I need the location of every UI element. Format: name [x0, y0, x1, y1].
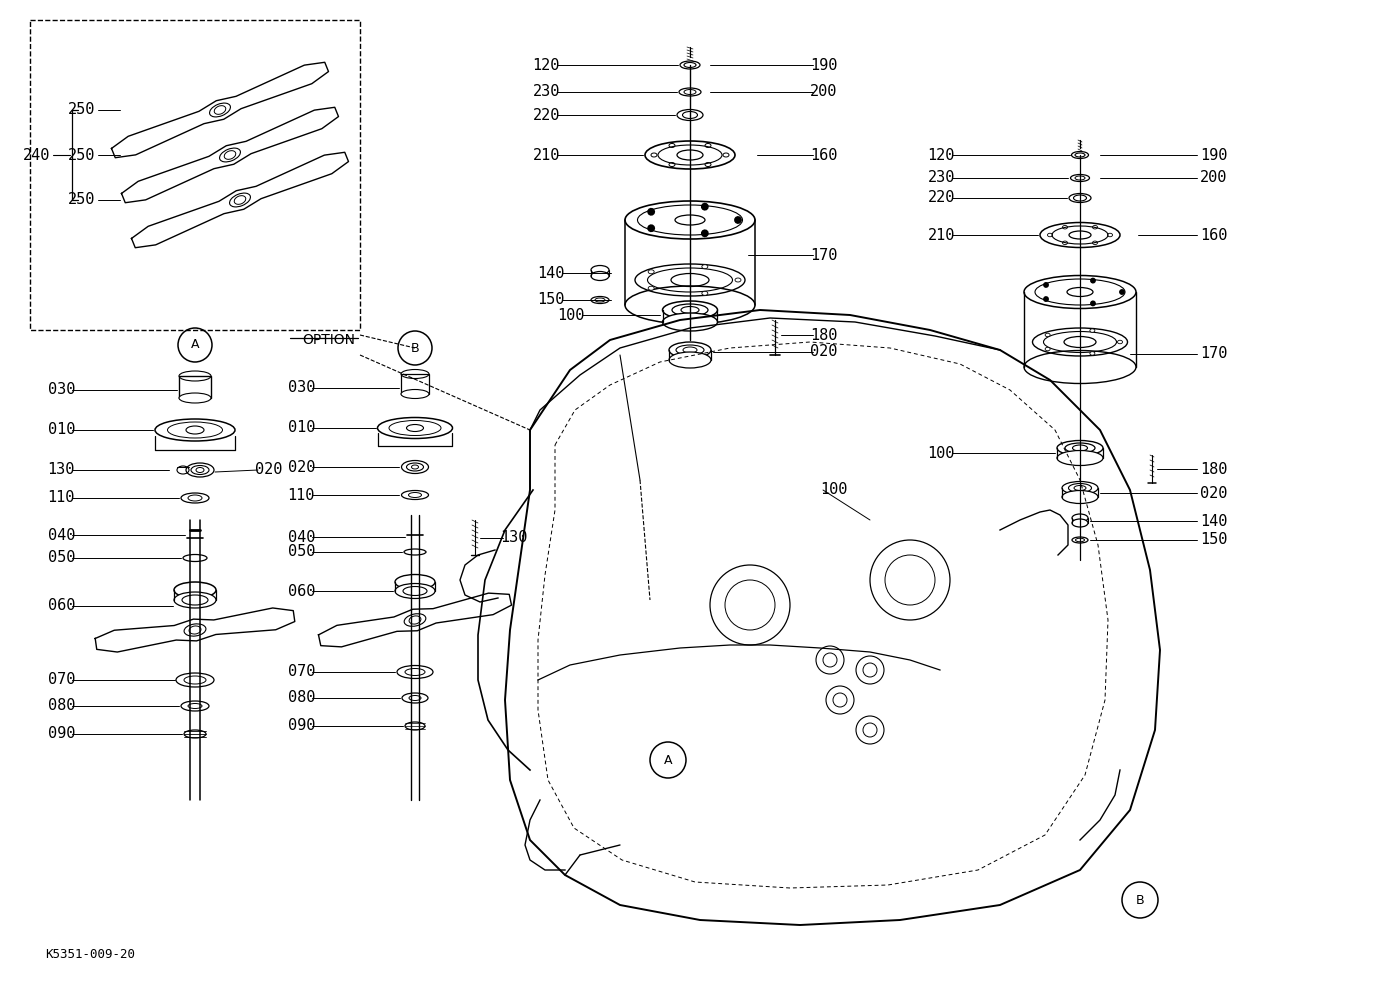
Ellipse shape [735, 278, 741, 282]
Text: 080: 080 [48, 699, 74, 714]
Text: 110: 110 [48, 490, 74, 506]
Text: 250: 250 [68, 102, 95, 117]
Text: 180: 180 [1200, 461, 1227, 476]
Text: 220: 220 [928, 190, 956, 205]
Bar [30, 20, 360, 330]
Ellipse shape [394, 584, 434, 599]
Text: 020: 020 [288, 459, 314, 474]
Polygon shape [1043, 296, 1049, 302]
Text: 010: 010 [48, 422, 74, 437]
Text: 030: 030 [48, 382, 74, 397]
Ellipse shape [401, 389, 429, 398]
Text: 020: 020 [809, 344, 837, 359]
Text: 020: 020 [255, 462, 283, 477]
Ellipse shape [179, 393, 211, 403]
Text: 060: 060 [288, 584, 314, 599]
Text: 180: 180 [809, 327, 837, 342]
Ellipse shape [592, 271, 610, 280]
Text: 070: 070 [48, 673, 74, 688]
Text: 130: 130 [501, 531, 527, 546]
Text: 080: 080 [288, 691, 314, 706]
Text: 100: 100 [928, 445, 956, 460]
Text: 140: 140 [1200, 514, 1227, 529]
Polygon shape [1043, 282, 1049, 288]
Text: A: A [663, 754, 672, 767]
Text: 090: 090 [288, 719, 314, 734]
Text: 240: 240 [22, 147, 50, 162]
Ellipse shape [1045, 347, 1051, 350]
Bar [401, 374, 429, 394]
Text: 220: 220 [532, 107, 560, 122]
Text: 200: 200 [809, 84, 837, 99]
Polygon shape [1120, 289, 1125, 295]
Text: 100: 100 [557, 307, 585, 322]
Text: 150: 150 [1200, 533, 1227, 548]
Ellipse shape [702, 264, 707, 268]
Text: 120: 120 [928, 147, 956, 162]
Text: 250: 250 [68, 192, 95, 207]
Text: 230: 230 [532, 84, 560, 99]
Text: 200: 200 [1200, 170, 1227, 185]
Text: B: B [411, 341, 419, 354]
Text: 120: 120 [532, 57, 560, 72]
Text: 190: 190 [809, 57, 837, 72]
Ellipse shape [702, 291, 707, 295]
Text: 140: 140 [538, 265, 565, 280]
Text: 050: 050 [288, 545, 314, 560]
Text: 250: 250 [68, 147, 95, 162]
Text: 040: 040 [288, 530, 314, 545]
Text: 170: 170 [1200, 346, 1227, 361]
Text: K5351-009-20: K5351-009-20 [46, 949, 135, 962]
Ellipse shape [1117, 340, 1123, 343]
Text: 230: 230 [928, 170, 956, 185]
Text: B: B [1136, 894, 1145, 907]
Polygon shape [647, 208, 655, 216]
Ellipse shape [1071, 151, 1088, 158]
Text: 160: 160 [809, 147, 837, 162]
Ellipse shape [1089, 351, 1095, 355]
Text: 060: 060 [48, 599, 74, 614]
Polygon shape [1091, 300, 1096, 306]
Text: 050: 050 [48, 551, 74, 566]
Text: 170: 170 [809, 247, 837, 262]
Text: 020: 020 [1200, 485, 1227, 500]
Polygon shape [701, 229, 709, 237]
Ellipse shape [648, 270, 654, 273]
Text: 150: 150 [538, 292, 565, 307]
Text: 210: 210 [928, 227, 956, 242]
Polygon shape [1091, 277, 1096, 283]
Ellipse shape [1071, 519, 1088, 527]
Text: 030: 030 [288, 380, 314, 395]
Text: 130: 130 [48, 462, 74, 477]
Ellipse shape [1062, 490, 1098, 504]
Text: OPTION: OPTION [302, 333, 354, 347]
Text: 160: 160 [1200, 227, 1227, 242]
Bar [179, 376, 211, 398]
Text: A: A [190, 338, 199, 351]
Text: 100: 100 [821, 482, 847, 497]
Text: 090: 090 [48, 727, 74, 742]
Ellipse shape [174, 592, 217, 608]
Ellipse shape [669, 352, 712, 368]
Polygon shape [734, 216, 742, 224]
Ellipse shape [680, 61, 701, 69]
Polygon shape [701, 203, 709, 210]
Ellipse shape [662, 313, 717, 331]
Ellipse shape [648, 286, 654, 290]
Text: 190: 190 [1200, 147, 1227, 162]
Polygon shape [647, 224, 655, 232]
Ellipse shape [1045, 333, 1051, 336]
Text: 070: 070 [288, 665, 314, 680]
Ellipse shape [1089, 329, 1095, 332]
Ellipse shape [1056, 450, 1103, 465]
Text: 110: 110 [288, 487, 314, 503]
Text: 210: 210 [532, 147, 560, 162]
Text: 010: 010 [288, 420, 314, 435]
Text: 040: 040 [48, 528, 74, 543]
